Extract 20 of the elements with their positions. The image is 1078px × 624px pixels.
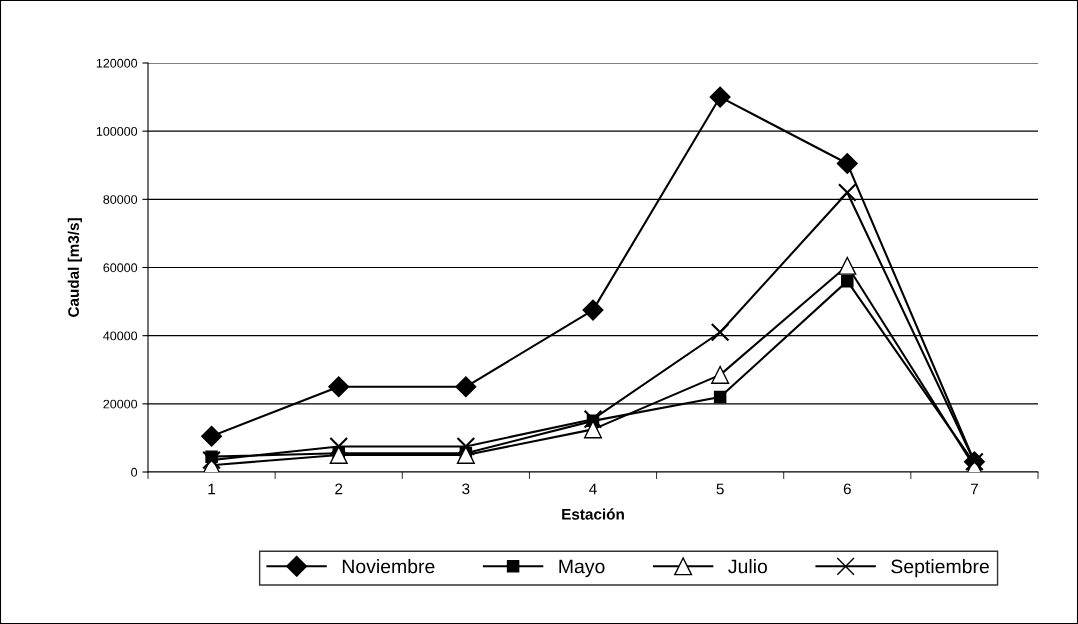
x-tick-label: 4	[589, 483, 597, 495]
y-tick-label: 120000	[96, 58, 138, 68]
y-tick-label: 100000	[96, 126, 138, 136]
legend-label: Noviembre	[342, 559, 435, 574]
legend-label: Mayo	[559, 559, 605, 578]
y-tick-label: 0	[131, 467, 138, 477]
legend-label: Septiembre	[891, 559, 989, 578]
y-axis-title: Caudal [m3/s]	[67, 218, 82, 317]
x-tick-label: 6	[843, 483, 851, 495]
x-tick-label: 3	[462, 483, 470, 495]
legend-label: Julio	[728, 559, 768, 574]
y-tick-label: 80000	[103, 195, 138, 204]
y-tick-label: 20000	[103, 399, 138, 409]
x-tick-label: 2	[335, 483, 343, 495]
x-tick-label: 1	[208, 483, 216, 495]
x-axis-title: Estación	[562, 508, 624, 520]
x-tick-label: 7	[970, 483, 978, 495]
y-tick-label: 40000	[103, 331, 138, 341]
y-tick-label: 60000	[103, 263, 138, 273]
x-tick-label: 5	[716, 483, 724, 495]
